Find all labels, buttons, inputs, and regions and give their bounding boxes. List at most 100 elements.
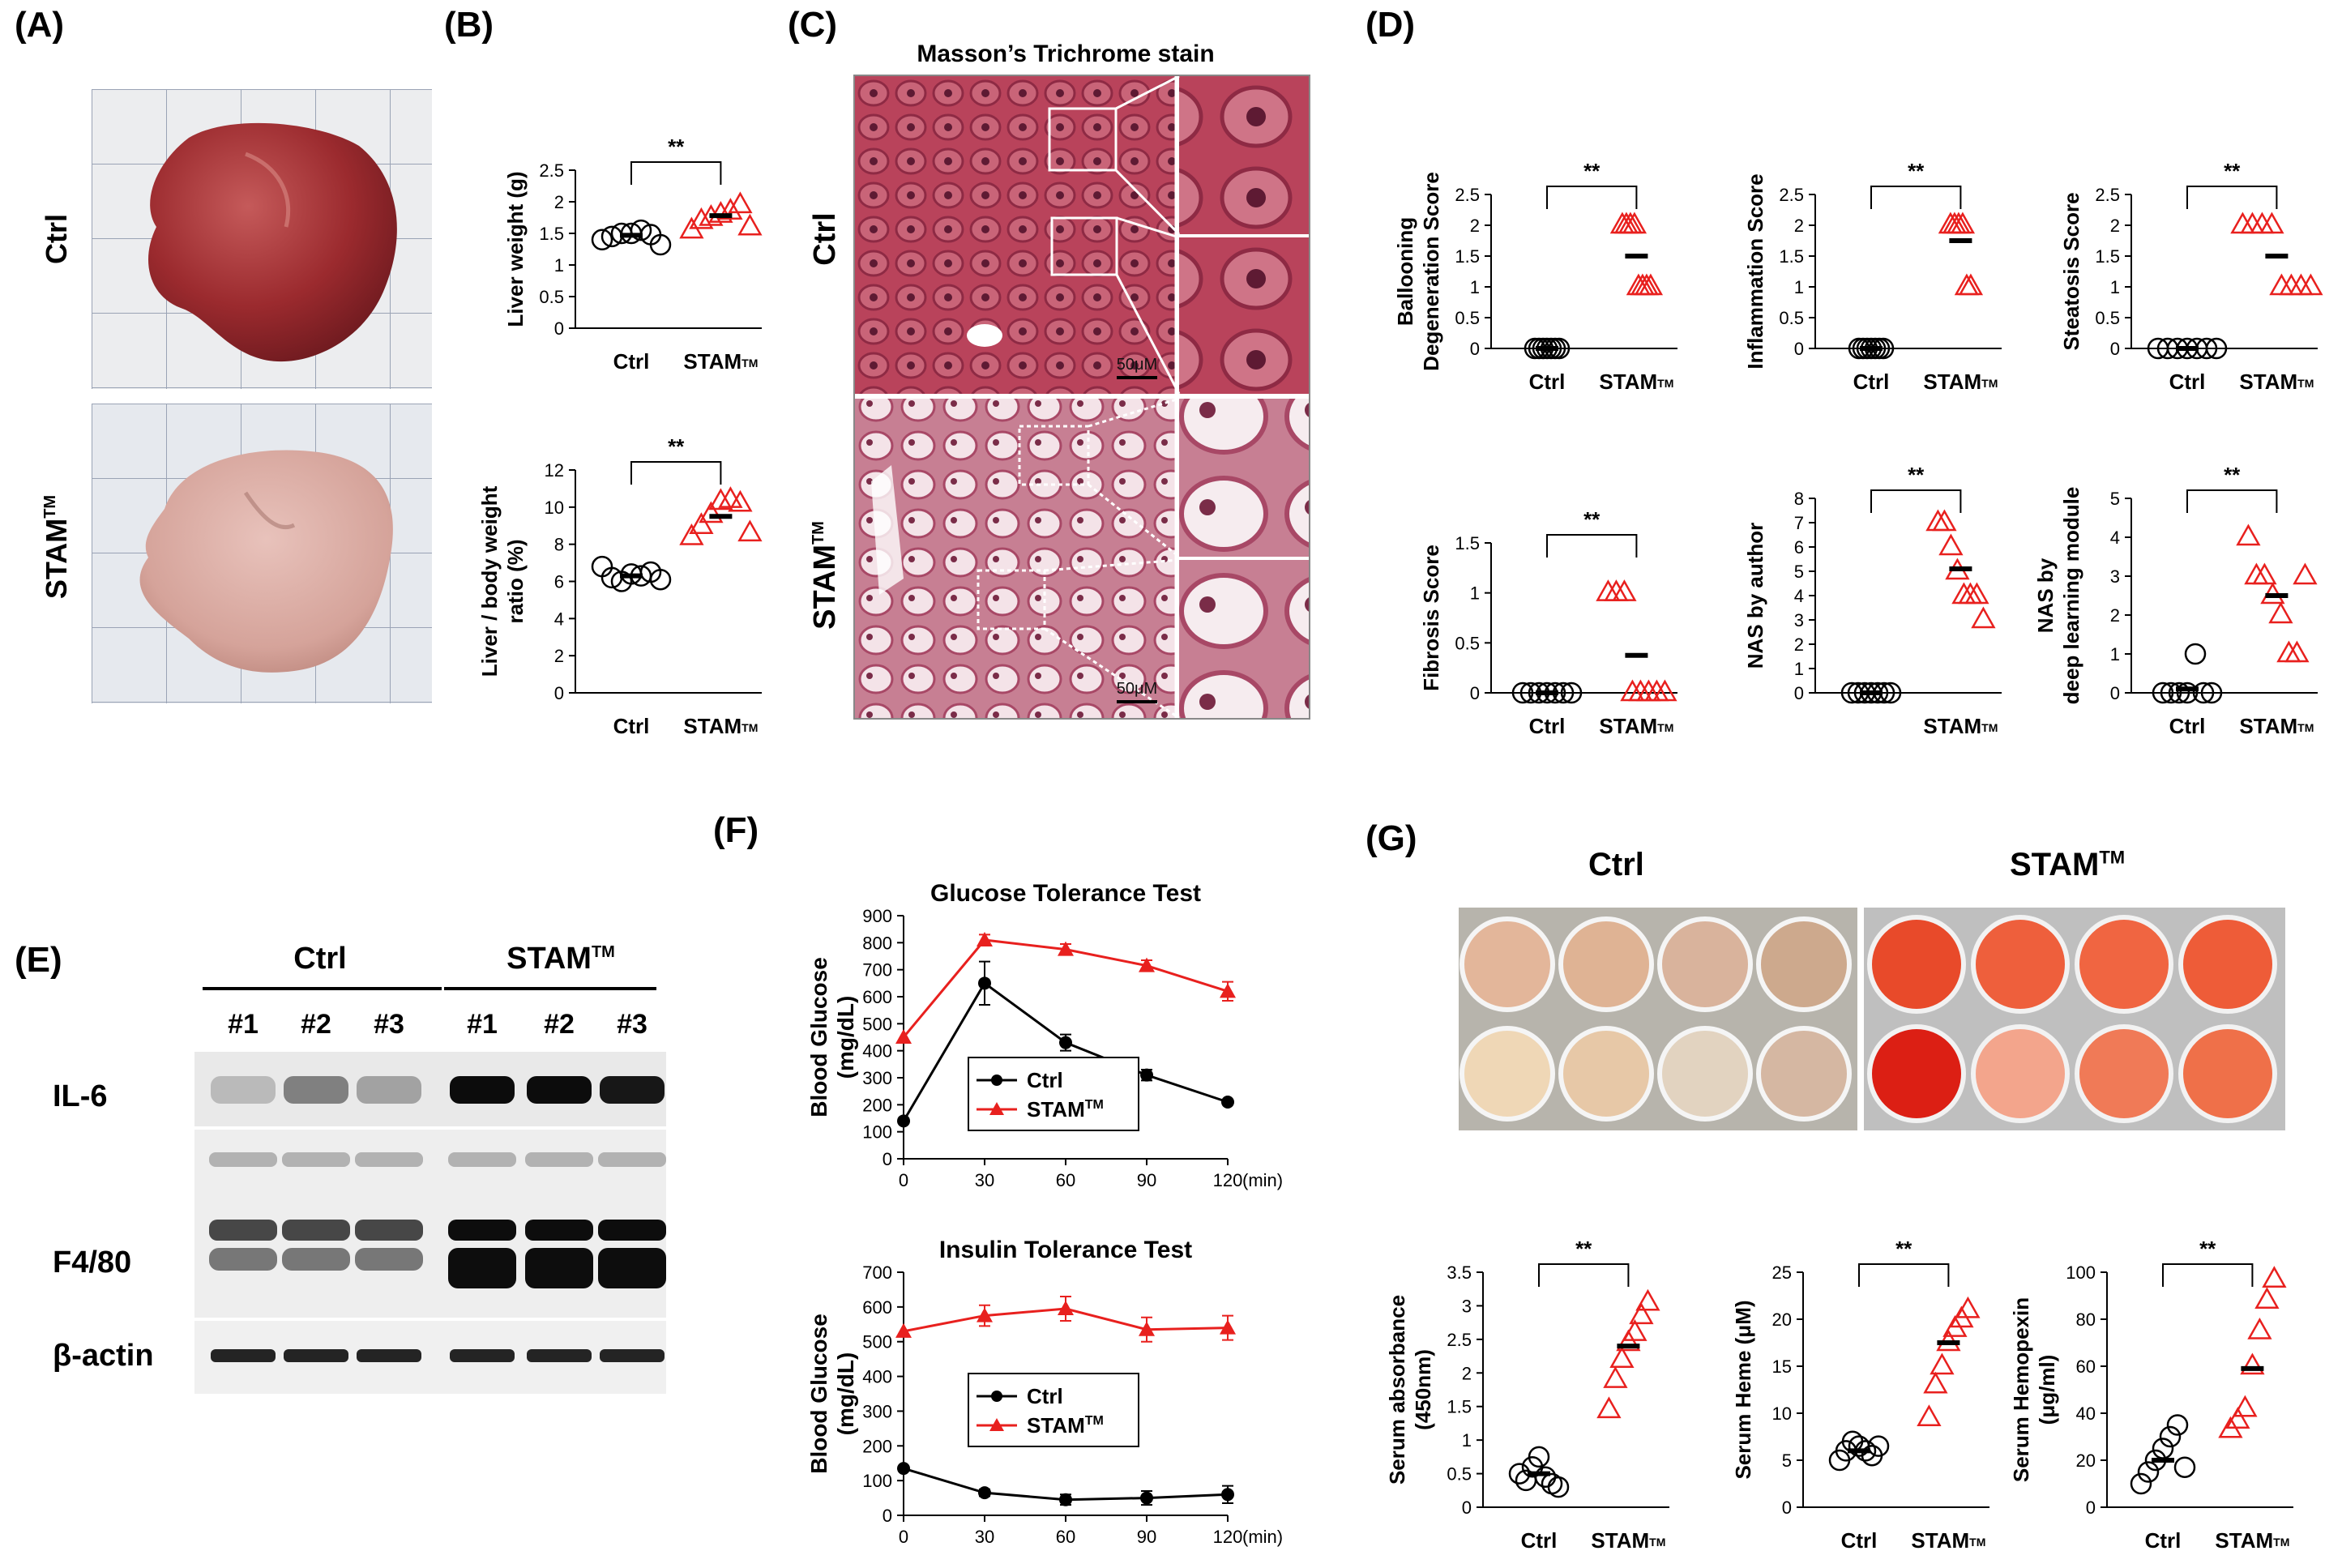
y-tick-label: 25 <box>1772 1263 1792 1283</box>
f480-band <box>282 1220 350 1241</box>
y-axis-label: Serum Heme (μM) <box>1731 1300 1755 1479</box>
actin-band <box>357 1349 421 1362</box>
y-tick-label: 12 <box>545 460 564 481</box>
y-tick-label: 2.5 <box>2095 185 2120 205</box>
y-axis-label-line2: (μg/ml) <box>2035 1355 2059 1425</box>
x-label-stam: STAMTM <box>683 714 758 737</box>
y-tick-label: 2 <box>554 192 564 212</box>
stam-data-point <box>2259 211 2284 234</box>
ctrl-data-point <box>2130 1472 2152 1495</box>
actin-band <box>211 1349 276 1362</box>
stam-serum-well <box>1971 1024 2070 1123</box>
f480-lower-band <box>355 1248 423 1271</box>
significance-bracket <box>2162 1263 2254 1287</box>
y-tick-label: 300 <box>862 1068 892 1088</box>
f480-upper-band <box>282 1152 350 1167</box>
ctrl-serum-well <box>1459 916 1555 1012</box>
histology-images: 50μM 50μM <box>855 75 1309 720</box>
panel-c-ctrl-label: Ctrl <box>808 212 842 265</box>
y-tick-label: 100 <box>862 1122 892 1143</box>
significance-bracket <box>1546 186 1638 209</box>
y-tick-label: 700 <box>862 1263 892 1283</box>
x-label-ctrl: Ctrl <box>2145 1528 2182 1553</box>
y-axis-label-line2: Degeneration Score <box>1419 172 1443 371</box>
x-label-ctrl: Ctrl <box>2169 370 2206 394</box>
stam-data-point <box>718 486 743 508</box>
y-tick-label: 2.5 <box>1447 1330 1472 1350</box>
y-tick-label: 0 <box>2086 1498 2096 1518</box>
stam-data-point <box>2225 1407 2250 1429</box>
histology-figure: 50μM 50μM <box>853 75 1310 720</box>
y-tick-label: 1 <box>1794 659 1804 679</box>
f480-lower-band <box>282 1248 350 1271</box>
x-tick-label: 60 <box>1056 1527 1075 1547</box>
significance-label: ** <box>1583 159 1601 183</box>
il6-band <box>284 1076 348 1104</box>
x-tick-label: 120 <box>1213 1170 1243 1190</box>
y-axis-label-line2: deep learning module <box>2059 487 2083 705</box>
scale-bar-top-label: 50μM <box>1117 356 1157 374</box>
x-tick-label: 0 <box>899 1170 908 1190</box>
y-tick-label: 4 <box>2110 528 2120 548</box>
y-tick-label: 1.5 <box>1779 246 1804 267</box>
x-label-ctrl: Ctrl <box>1529 714 1566 738</box>
nas-author-plot: 0 1 2 3 4 5 6 7 8 NAS by author STAMTM ** <box>1743 463 2002 738</box>
stam-data-point <box>1917 1404 1942 1427</box>
y-tick-label: 7 <box>1794 513 1804 533</box>
stam-data-point <box>1609 1346 1635 1368</box>
ctrl-data-point <box>1511 681 1534 704</box>
ctrl-data-point <box>649 233 672 256</box>
stam-data-point <box>1603 1366 1628 1388</box>
ballooning-score-plot: 0 0.5 1 1.5 2 2.5 Ballooning Degeneration Score… <box>1393 159 1677 394</box>
stam-data-point <box>1638 273 1664 296</box>
x-label-ctrl: Ctrl <box>1521 1528 1558 1553</box>
stam-data-point <box>1954 273 1980 296</box>
y-tick-label: 6 <box>1794 537 1804 558</box>
stam-data-point <box>2254 1287 2280 1310</box>
f480-upper-band <box>598 1152 666 1167</box>
stam-point <box>895 1322 912 1338</box>
stam-point <box>1220 1319 1236 1335</box>
panel-a-row-labels: Ctrl STAMTM <box>40 214 73 599</box>
stam-data-point <box>2262 1266 2287 1288</box>
stam-data-point <box>679 523 704 545</box>
stam-data-point <box>2284 640 2310 663</box>
panel-c-row-labels: Ctrl STAMTM <box>808 212 842 630</box>
fibrosis-score-plot: 0 0.5 1 1.5 Fibrosis Score Ctrl STAMTM ** <box>1419 507 1677 738</box>
ctrl-data-point <box>1528 1446 1550 1468</box>
y-tick-label: 2 <box>2110 216 2120 236</box>
y-axis-label-line2: (450nm) <box>1411 1349 1435 1430</box>
y-tick-label: 100 <box>862 1471 892 1491</box>
f480-upper-band <box>525 1152 593 1167</box>
significance-label: ** <box>1895 1237 1912 1261</box>
ctrl-data-point <box>2166 1414 2189 1436</box>
ctrl-point <box>897 1462 910 1476</box>
chart-title: Insulin Tolerance Test <box>939 1237 1192 1263</box>
stam-data-point <box>1958 273 1984 296</box>
f480-lower-band <box>209 1248 277 1271</box>
x-label-stam: STAMTM <box>1599 370 1673 394</box>
y-tick-label: 500 <box>862 1332 892 1352</box>
y-tick-label: 1.5 <box>539 224 564 244</box>
y-axis-label: Inflammation Score <box>1743 173 1767 369</box>
ctrl-data-point <box>2176 681 2199 704</box>
y-tick-label: 0 <box>2110 339 2120 359</box>
band-f480-label: F4/80 <box>53 1245 131 1280</box>
y-tick-label: 2 <box>554 646 564 666</box>
y-tick-label: 8 <box>554 535 564 555</box>
significance-bracket <box>1538 1263 1630 1287</box>
x-label-ctrl: Ctrl <box>1853 370 1890 394</box>
y-axis-label: Serum Hemopexin <box>2009 1297 2033 1482</box>
stam-data-point <box>1923 1371 1948 1394</box>
y-tick-label: 100 <box>2066 1263 2096 1283</box>
il6-band <box>600 1076 665 1104</box>
lane-label: #1 <box>467 1009 498 1040</box>
ctrl-serum-well <box>1459 1026 1555 1122</box>
il6-band <box>527 1076 592 1104</box>
legend-box <box>968 1057 1139 1131</box>
x-tick-label: 30 <box>975 1527 994 1547</box>
stam-serum-well <box>2178 1024 2277 1123</box>
y-tick-label: 400 <box>862 1367 892 1387</box>
ctrl-data-point <box>1547 1476 1570 1498</box>
y-tick-label: 2 <box>1794 634 1804 655</box>
